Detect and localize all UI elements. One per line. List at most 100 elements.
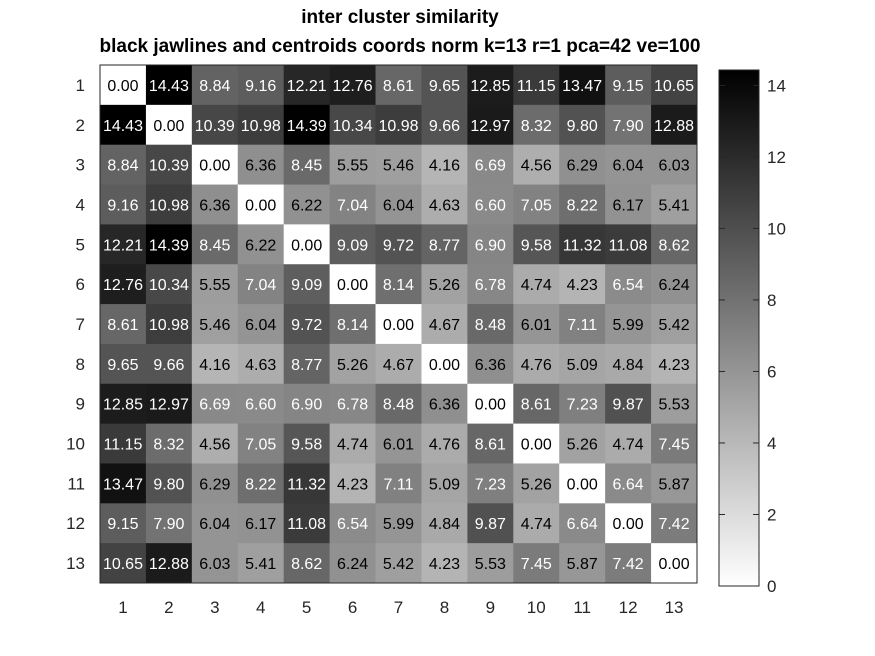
cell-value-label: 6.01 xyxy=(521,317,552,334)
heatmap-cell xyxy=(559,343,606,385)
heatmap-cell xyxy=(421,463,468,504)
cell-value-label: 5.55 xyxy=(337,158,368,175)
heatmap-cell xyxy=(100,264,147,305)
cell-value-label: 8.62 xyxy=(291,556,322,573)
cell-value-label: 4.84 xyxy=(429,516,460,533)
y-tick-label: 9 xyxy=(76,395,85,414)
heatmap-cell xyxy=(605,503,652,544)
heatmap-cell xyxy=(191,264,239,305)
heatmap-cell xyxy=(467,503,514,544)
heatmap-cell xyxy=(559,144,606,186)
cell-value-label: 9.65 xyxy=(429,78,460,95)
cell-value-label: 9.80 xyxy=(567,118,598,135)
cell-value-label: 7.90 xyxy=(153,516,184,533)
colorbar: 0 2 4 6 8 10 12 14 xyxy=(718,69,786,596)
y-tick-label: 13 xyxy=(66,554,85,573)
cell-value-label: 7.42 xyxy=(613,556,644,573)
colorbar-tick-label: 12 xyxy=(767,148,786,167)
heatmap-cell xyxy=(651,264,698,305)
cell-value-label: 4.74 xyxy=(521,516,552,533)
cell-value-label: 5.46 xyxy=(199,317,230,334)
heatmap-cell xyxy=(100,383,147,425)
cell-value-label: 6.17 xyxy=(245,516,276,533)
heatmap-cell xyxy=(467,104,514,146)
cell-value-label: 4.56 xyxy=(199,437,230,454)
cell-value-label: 8.61 xyxy=(475,437,506,454)
heatmap-cell xyxy=(651,184,698,225)
heatmap-cell xyxy=(191,543,239,584)
heatmap-cell xyxy=(100,503,147,544)
cell-value-label: 0.00 xyxy=(153,118,184,135)
cell-value-label: 4.74 xyxy=(613,437,644,454)
cell-value-label: 0.00 xyxy=(337,277,368,294)
heatmap-cell xyxy=(375,503,422,544)
heatmap-cell xyxy=(145,343,193,385)
cell-value-label: 12.97 xyxy=(470,118,510,135)
heatmap-cell xyxy=(559,543,606,584)
heatmap-cell xyxy=(237,343,285,385)
heatmap-cell xyxy=(513,65,560,106)
cell-value-label: 6.29 xyxy=(567,158,598,175)
heatmap-cell xyxy=(467,224,514,265)
cell-value-label: 6.24 xyxy=(337,556,368,573)
heatmap-cell xyxy=(145,304,193,345)
heatmap-cell xyxy=(513,343,560,385)
cell-value-label: 8.45 xyxy=(199,237,230,254)
colorbar-bar xyxy=(718,69,760,587)
heatmap-cell xyxy=(283,423,331,464)
y-tick-label: 7 xyxy=(76,315,85,334)
heatmap-cell xyxy=(513,264,560,305)
heatmap-cell xyxy=(559,463,606,504)
heatmap-cell xyxy=(329,144,377,186)
x-tick-label: 6 xyxy=(348,598,357,617)
cell-value-label: 10.65 xyxy=(654,78,694,95)
heatmap-cell xyxy=(375,224,422,265)
heatmap-cell xyxy=(237,184,285,225)
heatmap-cell xyxy=(283,463,331,504)
heatmap-cell xyxy=(191,503,239,544)
cell-value-label: 5.26 xyxy=(521,476,552,493)
x-tick-label: 5 xyxy=(302,598,311,617)
cell-value-label: 8.22 xyxy=(245,476,276,493)
heatmap-cell xyxy=(421,304,468,345)
heatmap-cell xyxy=(421,543,468,584)
x-tick-label: 4 xyxy=(256,598,265,617)
cell-value-label: 8.84 xyxy=(199,78,230,95)
cell-value-label: 4.16 xyxy=(199,357,230,374)
cell-value-label: 10.98 xyxy=(378,118,418,135)
heatmap-cell xyxy=(237,144,285,186)
x-tick-label: 7 xyxy=(394,598,403,617)
heatmap-cell xyxy=(651,423,698,464)
heatmap-cell xyxy=(283,543,331,584)
heatmap-cell xyxy=(145,144,193,186)
heatmap-cell xyxy=(191,144,239,186)
cell-value-label: 8.48 xyxy=(475,317,506,334)
heatmap-cell xyxy=(513,104,560,146)
cell-value-label: 8.14 xyxy=(337,317,368,334)
heatmap-cell xyxy=(191,184,239,225)
cell-value-label: 4.56 xyxy=(521,158,552,175)
x-tick-label: 11 xyxy=(573,598,591,617)
cell-value-label: 12.76 xyxy=(333,78,373,95)
cell-value-label: 6.04 xyxy=(199,516,230,533)
heatmap-cell xyxy=(329,184,377,225)
cell-value-label: 0.00 xyxy=(291,237,322,254)
heatmap-cell xyxy=(191,304,239,345)
heatmap-cell xyxy=(283,104,331,146)
cell-value-label: 5.87 xyxy=(658,476,689,493)
heatmap-cell xyxy=(651,104,698,146)
heatmap-cell xyxy=(100,543,147,584)
cell-value-label: 4.23 xyxy=(567,277,598,294)
heatmap-cell xyxy=(100,423,147,464)
heatmap-cell xyxy=(651,343,698,385)
heatmap-cell xyxy=(145,383,193,425)
cell-value-label: 5.09 xyxy=(429,476,460,493)
cell-value-label: 13.47 xyxy=(103,476,143,493)
cell-value-label: 6.22 xyxy=(291,197,322,214)
cell-value-label: 9.15 xyxy=(613,78,644,95)
heatmap-cell xyxy=(329,224,377,265)
heatmap-cell xyxy=(651,224,698,265)
y-tick-label: 5 xyxy=(76,235,85,254)
heatmap-cell xyxy=(100,184,147,225)
cell-value-label: 4.23 xyxy=(429,556,460,573)
